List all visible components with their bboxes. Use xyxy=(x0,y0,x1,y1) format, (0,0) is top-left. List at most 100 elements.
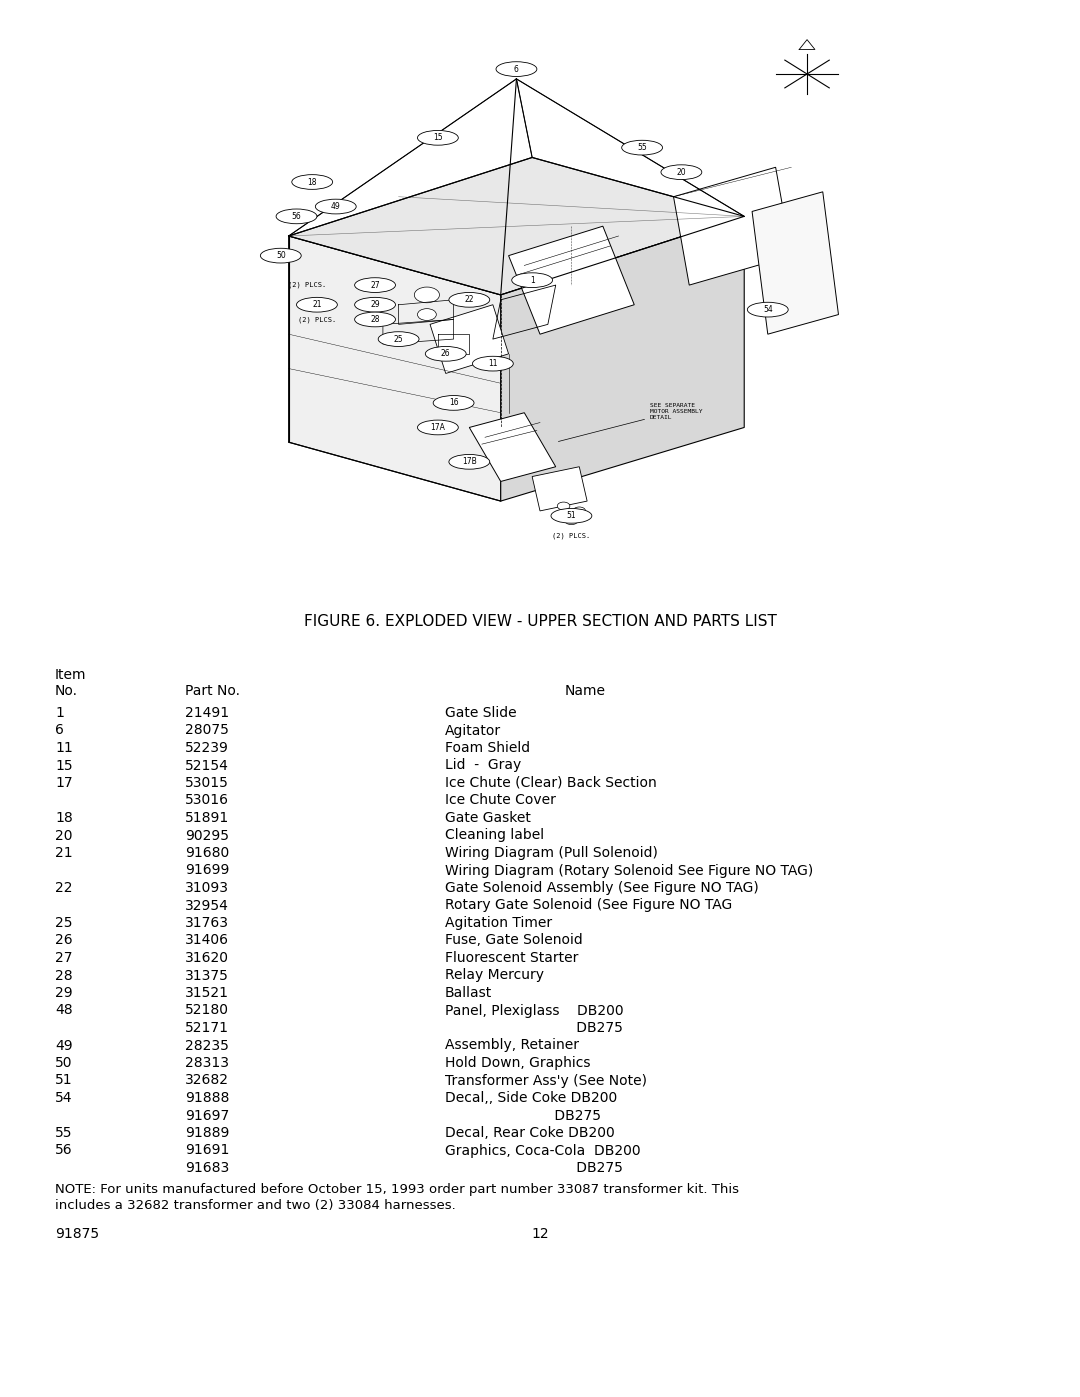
Polygon shape xyxy=(430,305,509,373)
Ellipse shape xyxy=(292,175,333,190)
Ellipse shape xyxy=(426,346,467,362)
Ellipse shape xyxy=(297,298,337,312)
Text: DB275: DB275 xyxy=(445,1108,600,1123)
Text: Fluorescent Starter: Fluorescent Starter xyxy=(445,951,579,965)
Circle shape xyxy=(557,502,570,510)
Text: 52239: 52239 xyxy=(185,740,229,754)
Text: Name: Name xyxy=(565,685,606,698)
Ellipse shape xyxy=(512,272,553,288)
Text: 20: 20 xyxy=(676,168,686,176)
Text: 90295: 90295 xyxy=(185,828,229,842)
Text: Item: Item xyxy=(55,668,86,682)
Text: 91697: 91697 xyxy=(185,1108,229,1123)
Text: Gate Solenoid Assembly (See Figure NO TAG): Gate Solenoid Assembly (See Figure NO TA… xyxy=(445,882,759,895)
Text: 21491: 21491 xyxy=(185,705,229,719)
Text: Decal, Rear Coke DB200: Decal, Rear Coke DB200 xyxy=(445,1126,615,1140)
Polygon shape xyxy=(288,236,501,502)
Text: SEE SEPARATE
MOTOR ASSEMBLY
DETAIL: SEE SEPARATE MOTOR ASSEMBLY DETAIL xyxy=(558,402,702,441)
Text: Wiring Diagram (Rotary Solenoid See Figure NO TAG): Wiring Diagram (Rotary Solenoid See Figu… xyxy=(445,863,813,877)
Circle shape xyxy=(415,286,440,303)
Text: 28: 28 xyxy=(370,314,380,324)
Text: 56: 56 xyxy=(292,212,301,221)
Text: NOTE: For units manufactured before October 15, 1993 order part number 33087 tra: NOTE: For units manufactured before Octo… xyxy=(55,1182,739,1196)
Ellipse shape xyxy=(418,130,458,145)
Text: 31763: 31763 xyxy=(185,916,229,930)
Text: 28313: 28313 xyxy=(185,1056,229,1070)
Text: 12: 12 xyxy=(531,1227,549,1241)
Text: 32954: 32954 xyxy=(185,898,229,912)
Circle shape xyxy=(573,507,585,515)
Text: 50: 50 xyxy=(275,251,286,260)
Text: 15: 15 xyxy=(55,759,72,773)
Ellipse shape xyxy=(433,395,474,411)
Text: 6: 6 xyxy=(55,724,64,738)
Ellipse shape xyxy=(449,292,489,307)
Text: 91889: 91889 xyxy=(185,1126,229,1140)
Ellipse shape xyxy=(622,140,662,155)
Text: 55: 55 xyxy=(637,142,647,152)
Polygon shape xyxy=(470,412,556,482)
Text: 27: 27 xyxy=(370,281,380,289)
Text: 17A: 17A xyxy=(431,423,445,432)
Text: 51: 51 xyxy=(567,511,577,520)
Ellipse shape xyxy=(747,302,788,317)
Text: Lid  -  Gray: Lid - Gray xyxy=(445,759,522,773)
Text: 52180: 52180 xyxy=(185,1003,229,1017)
Text: 91888: 91888 xyxy=(185,1091,229,1105)
Ellipse shape xyxy=(551,509,592,524)
Text: 11: 11 xyxy=(55,740,72,754)
Text: 1: 1 xyxy=(55,705,64,719)
Text: 22: 22 xyxy=(464,295,474,305)
Text: 32682: 32682 xyxy=(185,1073,229,1087)
Text: 26: 26 xyxy=(55,933,72,947)
Circle shape xyxy=(565,517,578,525)
Text: 91691: 91691 xyxy=(185,1144,229,1158)
Ellipse shape xyxy=(449,454,489,469)
Text: 18: 18 xyxy=(55,812,72,826)
Text: includes a 32682 transformer and two (2) 33084 harnesses.: includes a 32682 transformer and two (2)… xyxy=(55,1199,456,1211)
Ellipse shape xyxy=(661,165,702,180)
Text: 17B: 17B xyxy=(462,457,476,467)
Text: 48: 48 xyxy=(55,1003,72,1017)
Text: No.: No. xyxy=(55,685,78,698)
Text: 15: 15 xyxy=(433,133,443,142)
Text: Wiring Diagram (Pull Solenoid): Wiring Diagram (Pull Solenoid) xyxy=(445,847,658,861)
Text: Assembly, Retainer: Assembly, Retainer xyxy=(445,1038,579,1052)
Polygon shape xyxy=(288,158,744,295)
Text: 18: 18 xyxy=(308,177,316,187)
Text: 29: 29 xyxy=(55,986,72,1000)
Ellipse shape xyxy=(354,298,395,312)
Text: Panel, Plexiglass    DB200: Panel, Plexiglass DB200 xyxy=(445,1003,623,1017)
Text: 6: 6 xyxy=(514,64,518,74)
Text: (2) PLCS.: (2) PLCS. xyxy=(288,282,326,288)
Text: Gate Slide: Gate Slide xyxy=(445,705,516,719)
Text: 17: 17 xyxy=(55,775,72,789)
Ellipse shape xyxy=(354,312,395,327)
Circle shape xyxy=(418,309,436,320)
Text: Relay Mercury: Relay Mercury xyxy=(445,968,544,982)
Text: 54: 54 xyxy=(762,305,772,314)
Text: 53015: 53015 xyxy=(185,775,229,789)
Text: 51891: 51891 xyxy=(185,812,229,826)
Text: 25: 25 xyxy=(394,335,404,344)
Polygon shape xyxy=(752,191,838,334)
Text: Transformer Ass'y (See Note): Transformer Ass'y (See Note) xyxy=(445,1073,647,1087)
Ellipse shape xyxy=(418,420,458,434)
Ellipse shape xyxy=(378,331,419,346)
Text: 26: 26 xyxy=(441,349,450,358)
Text: 55: 55 xyxy=(55,1126,72,1140)
Text: Agitator: Agitator xyxy=(445,724,501,738)
Text: 91699: 91699 xyxy=(185,863,229,877)
Text: 28075: 28075 xyxy=(185,724,229,738)
Text: 27: 27 xyxy=(55,951,72,965)
Text: 1: 1 xyxy=(530,275,535,285)
Text: 28: 28 xyxy=(55,968,72,982)
Text: 31406: 31406 xyxy=(185,933,229,947)
Text: 31521: 31521 xyxy=(185,986,229,1000)
Text: 56: 56 xyxy=(55,1144,72,1158)
Text: Ice Chute (Clear) Back Section: Ice Chute (Clear) Back Section xyxy=(445,775,657,789)
Text: 21: 21 xyxy=(55,847,72,861)
Ellipse shape xyxy=(260,249,301,263)
Text: 25: 25 xyxy=(55,916,72,930)
Text: Agitation Timer: Agitation Timer xyxy=(445,916,552,930)
